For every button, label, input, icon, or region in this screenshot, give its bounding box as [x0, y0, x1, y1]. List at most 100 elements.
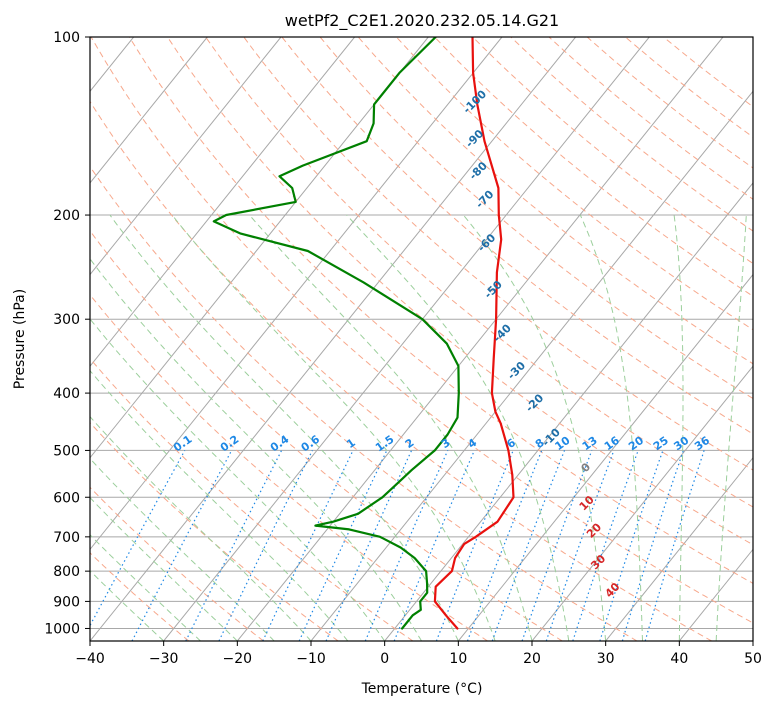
dry-adiabat-line	[90, 552, 190, 641]
mixing-ratio-line	[185, 450, 283, 641]
dry-adiabat-line	[357, 37, 753, 365]
isotherm-line	[90, 37, 429, 459]
mixing-ratio-line	[298, 450, 388, 641]
dry-adiabat-line	[90, 165, 638, 641]
x-tick-label: 40	[670, 651, 688, 667]
isotherm-line	[752, 640, 753, 641]
mixing-ratio-line	[364, 450, 449, 641]
x-tick-label: 10	[449, 651, 467, 667]
x-tick-label: 50	[744, 651, 762, 667]
adiabat-label: -30	[505, 359, 528, 382]
dry-adiabat-line	[205, 37, 753, 508]
adiabat-label: -50	[482, 278, 505, 301]
dry-adiabat-line	[90, 357, 414, 641]
moist-adiabat-line	[90, 318, 386, 641]
x-tick-label: 20	[523, 651, 541, 667]
mixing-ratio-line	[572, 450, 639, 641]
x-tick-label: −20	[223, 651, 253, 667]
mixing-ratio-label: 4	[466, 436, 480, 451]
moist-adiabat-line	[90, 369, 349, 641]
mixing-ratio-label: 1.5	[373, 433, 396, 455]
mixing-ratio-line	[545, 450, 615, 641]
mixing-ratio-line	[90, 450, 186, 627]
mixing-ratio-label: 6	[504, 436, 518, 451]
y-tick-label: 400	[53, 386, 80, 402]
moist-adiabat-line	[715, 214, 747, 641]
mixing-ratio-label: 0.6	[299, 432, 323, 454]
mixing-ratio-line	[435, 450, 514, 641]
isotherm-line	[90, 37, 208, 184]
mixing-ratio-label: 0.4	[268, 432, 292, 454]
dry-adiabat-line	[396, 37, 753, 331]
y-tick-label: 800	[53, 564, 80, 580]
adiabat-label: 40	[603, 580, 623, 600]
profile-lines	[212, 37, 515, 630]
moist-adiabat-line	[90, 534, 201, 641]
y-tick-label: 900	[53, 594, 80, 610]
dry-adiabat-line	[128, 37, 753, 584]
dry-adiabat-line	[90, 100, 712, 641]
temperature-profile-line	[433, 37, 515, 630]
mixing-ratio-line	[644, 450, 705, 641]
mixing-ratio-line	[218, 450, 313, 641]
dry-adiabat-line	[90, 230, 563, 641]
mixing-ratio-line	[262, 450, 354, 641]
moist-adiabat-line	[90, 258, 422, 641]
dry-adiabat-line	[243, 37, 753, 471]
adiabat-label: 20	[584, 520, 604, 540]
isotherm-line	[457, 273, 753, 641]
chart-title: wetPf2_C2E1.2020.232.05.14.G21	[285, 11, 559, 31]
x-tick-label: −40	[75, 651, 105, 667]
mixing-ratio-label: 2	[403, 436, 417, 451]
x-tick-label: −10	[296, 651, 326, 667]
isotherm-line	[531, 365, 753, 641]
moist-adiabat-line	[673, 214, 684, 641]
isotherm-line	[310, 90, 753, 641]
x-tick-label: −30	[149, 651, 179, 667]
adiabat-label: 30	[588, 552, 608, 572]
isotherm-line	[236, 37, 724, 641]
y-axis-label: Pressure (hPa)	[12, 289, 28, 389]
x-tick-label: 0	[380, 651, 389, 667]
axes: −40 −30 −20 −10 0 10 20 30 40 5010020030040050060…	[44, 30, 762, 667]
mixing-ratio-line	[599, 450, 664, 641]
isotherm-line	[90, 37, 356, 367]
moist-adiabat-line	[90, 415, 312, 641]
dry-adiabat-line	[434, 37, 753, 297]
moist-adiabat-line	[249, 214, 533, 641]
isotherm-line	[90, 37, 282, 276]
y-tick-label: 100	[53, 30, 80, 46]
dry-adiabat-line	[90, 294, 488, 641]
moist-adiabat-line	[90, 496, 238, 641]
dry-adiabat-line	[472, 37, 753, 265]
moist-adiabat-line	[171, 214, 496, 641]
isotherm-line	[678, 548, 753, 641]
moist-adiabat-line	[579, 214, 643, 641]
dewpoint-profile-line	[212, 37, 460, 630]
isotherm-line	[605, 456, 753, 641]
dry-adiabat-line	[90, 421, 339, 641]
y-tick-label: 500	[53, 443, 80, 459]
isotherm-line	[163, 37, 650, 641]
y-tick-label: 600	[53, 490, 80, 506]
dry-adiabat-line	[319, 37, 753, 400]
dry-adiabat-line	[90, 486, 264, 641]
x-tick-label: 30	[597, 651, 615, 667]
adiabat-label: -70	[473, 188, 496, 211]
plot-frame	[89, 36, 754, 642]
mixing-ratio-label: 3	[439, 436, 453, 451]
moist-adiabat-line	[90, 570, 165, 641]
isotherm-line	[90, 37, 503, 551]
mixing-ratio-line	[466, 450, 543, 641]
x-axis-label: Temperature (°C)	[361, 681, 483, 697]
y-tick-label: 200	[53, 208, 80, 224]
dry-adiabat-line	[167, 37, 753, 546]
dry-adiabat-line	[90, 37, 753, 624]
y-tick-label: 300	[53, 312, 80, 328]
dry-adiabat-line	[663, 37, 753, 108]
adiabat-label: -80	[467, 159, 490, 182]
y-tick-label: 700	[53, 530, 80, 546]
y-tick-label: 1000	[44, 621, 80, 637]
moist-adiabat-line	[346, 214, 570, 641]
